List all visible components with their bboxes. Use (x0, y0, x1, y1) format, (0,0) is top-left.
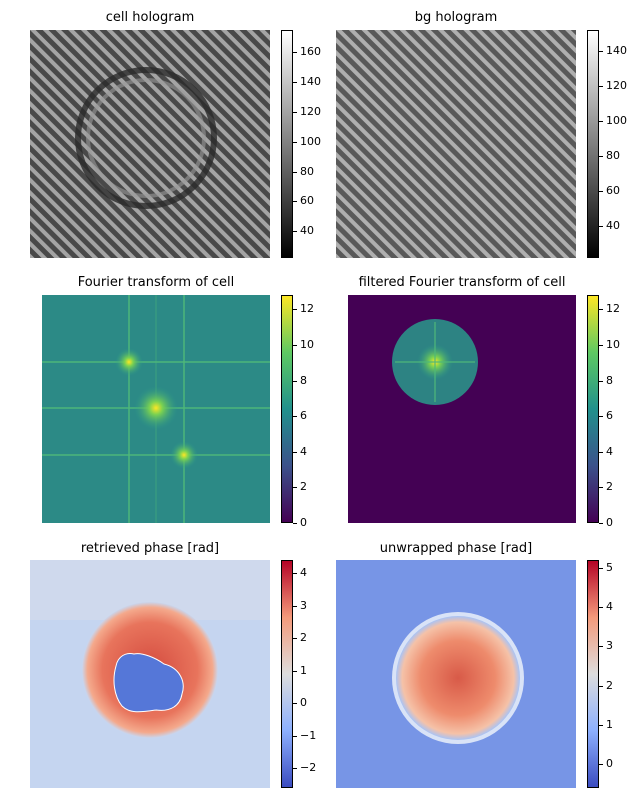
bg-hologram-image (336, 30, 576, 258)
colorbar-tick-mark (599, 381, 603, 382)
colorbar-tick-mark (599, 121, 603, 122)
colorbar-tick-mark (293, 606, 297, 607)
colorbar-tick-mark (599, 416, 603, 417)
colorbar-tick-label: 80 (606, 149, 620, 162)
panel-title-bg-hologram: bg hologram (414, 10, 498, 25)
colorbar-tick-label: 10 (606, 338, 620, 351)
colorbar-tick-mark (293, 487, 297, 488)
colorbar-tick-mark (293, 523, 297, 524)
filtered-fourier-colorbar (587, 295, 599, 523)
colorbar-tick-mark (599, 226, 603, 227)
colorbar-tick-mark (293, 112, 297, 113)
colorbar-tick-label: −1 (300, 729, 317, 742)
colorbar-tick-label: 4 (606, 600, 613, 613)
colorbar-tick-label: 5 (606, 561, 613, 574)
colorbar-tick-label: 2 (300, 480, 307, 493)
colorbar-tick-label: 80 (300, 165, 314, 178)
colorbar-tick-label: 140 (300, 75, 321, 88)
colorbar-tick-label: 8 (300, 374, 307, 387)
bg-hologram-colorbar (587, 30, 599, 258)
colorbar-tick-label: 4 (606, 445, 613, 458)
colorbar-tick-mark (599, 487, 603, 488)
panel-title-retrieved-phase: retrieved phase [rad] (80, 541, 220, 556)
colorbar-tick-mark (293, 201, 297, 202)
colorbar-tick-label: 2 (606, 679, 613, 692)
colorbar-tick-mark (293, 231, 297, 232)
colorbar-tick-label: 1 (300, 664, 307, 677)
filtered-fourier-image (348, 295, 576, 523)
colorbar-tick-label: 140 (606, 44, 627, 57)
colorbar-tick-label: 3 (300, 599, 307, 612)
colorbar-tick-label: 0 (300, 696, 307, 709)
colorbar-tick-label: 8 (606, 374, 613, 387)
colorbar-tick-mark (599, 309, 603, 310)
colorbar-tick-label: 2 (606, 480, 613, 493)
colorbar-tick-label: 3 (606, 639, 613, 652)
colorbar-tick-mark (293, 381, 297, 382)
colorbar-tick-mark (293, 309, 297, 310)
colorbar-tick-mark (599, 646, 603, 647)
colorbar-tick-label: 160 (300, 45, 321, 58)
colorbar-tick-label: 100 (300, 135, 321, 148)
colorbar-tick-mark (599, 51, 603, 52)
colorbar-tick-label: 1 (606, 718, 613, 731)
colorbar-tick-mark (293, 736, 297, 737)
panel-title-cell-hologram: cell hologram (105, 10, 195, 25)
panel-title-fourier: Fourier transform of cell (77, 275, 235, 290)
colorbar-tick-mark (599, 523, 603, 524)
colorbar-tick-label: 60 (300, 194, 314, 207)
colorbar-tick-label: 12 (606, 302, 620, 315)
colorbar-tick-label: 40 (300, 224, 314, 237)
colorbar-tick-label: 2 (300, 631, 307, 644)
colorbar-tick-mark (293, 416, 297, 417)
colorbar-tick-mark (293, 573, 297, 574)
colorbar-tick-mark (293, 452, 297, 453)
colorbar-tick-mark (293, 703, 297, 704)
colorbar-tick-label: 4 (300, 566, 307, 579)
colorbar-tick-mark (599, 452, 603, 453)
fourier-transform-image (42, 295, 270, 523)
colorbar-tick-label: 6 (300, 409, 307, 422)
colorbar-tick-mark (293, 82, 297, 83)
colorbar-tick-mark (293, 52, 297, 53)
colorbar-tick-mark (599, 686, 603, 687)
colorbar-tick-label: 0 (606, 516, 613, 529)
colorbar-tick-label: 0 (606, 757, 613, 770)
colorbar-tick-label: 120 (300, 105, 321, 118)
colorbar-tick-label: 6 (606, 409, 613, 422)
colorbar-tick-mark (599, 607, 603, 608)
retrieved-phase-colorbar (281, 560, 293, 788)
fourier-colorbar (281, 295, 293, 523)
colorbar-tick-mark (599, 568, 603, 569)
retrieved-phase-image (30, 560, 270, 788)
colorbar-tick-label: −2 (300, 761, 317, 774)
colorbar-tick-mark (599, 725, 603, 726)
colorbar-tick-mark (293, 638, 297, 639)
colorbar-tick-mark (293, 142, 297, 143)
colorbar-tick-label: 120 (606, 79, 627, 92)
colorbar-tick-mark (293, 768, 297, 769)
colorbar-tick-mark (599, 156, 603, 157)
colorbar-tick-mark (599, 86, 603, 87)
unwrapped-phase-image (336, 560, 576, 788)
colorbar-tick-mark (599, 764, 603, 765)
colorbar-tick-mark (293, 172, 297, 173)
colorbar-tick-mark (293, 671, 297, 672)
colorbar-tick-label: 12 (300, 302, 314, 315)
panel-title-filtered-fourier: filtered Fourier transform of cell (358, 275, 566, 290)
colorbar-tick-label: 4 (300, 445, 307, 458)
cell-hologram-colorbar (281, 30, 293, 258)
panel-title-unwrapped-phase: unwrapped phase [rad] (379, 541, 533, 556)
colorbar-tick-mark (599, 191, 603, 192)
colorbar-tick-label: 10 (300, 338, 314, 351)
colorbar-tick-mark (293, 345, 297, 346)
colorbar-tick-label: 40 (606, 219, 620, 232)
colorbar-tick-label: 60 (606, 184, 620, 197)
cell-hologram-image (30, 30, 270, 258)
colorbar-tick-label: 100 (606, 114, 627, 127)
colorbar-tick-label: 0 (300, 516, 307, 529)
colorbar-tick-mark (599, 345, 603, 346)
unwrapped-phase-colorbar (587, 560, 599, 788)
